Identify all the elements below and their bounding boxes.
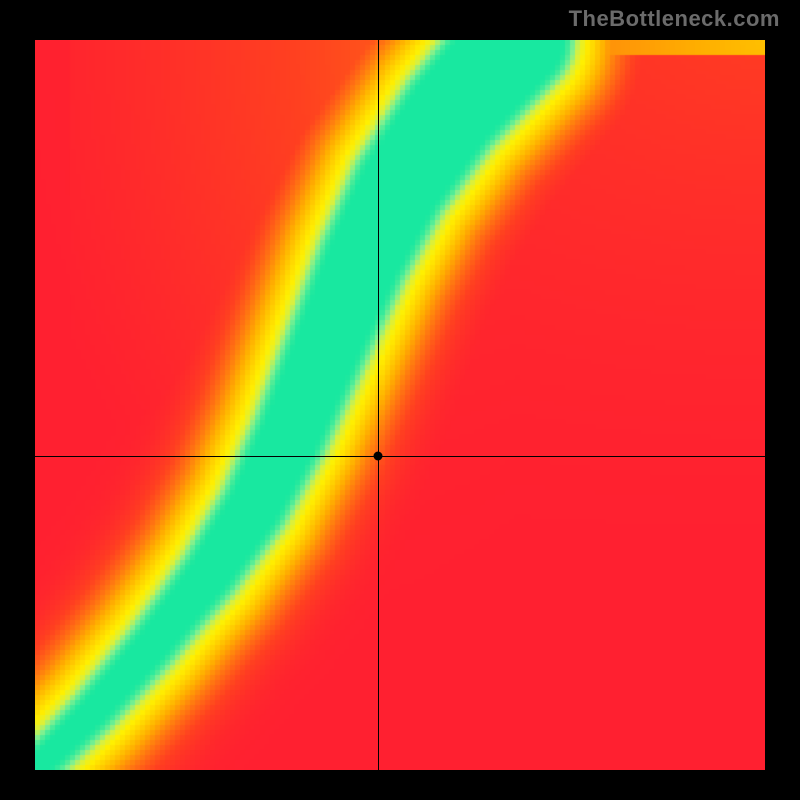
crosshair-marker	[374, 452, 383, 461]
chart-container: TheBottleneck.com	[0, 0, 800, 800]
watermark-text: TheBottleneck.com	[569, 6, 780, 32]
crosshair-horizontal	[35, 456, 765, 457]
heatmap-plot	[35, 40, 765, 770]
heatmap-canvas	[35, 40, 765, 770]
crosshair-vertical	[378, 40, 379, 770]
